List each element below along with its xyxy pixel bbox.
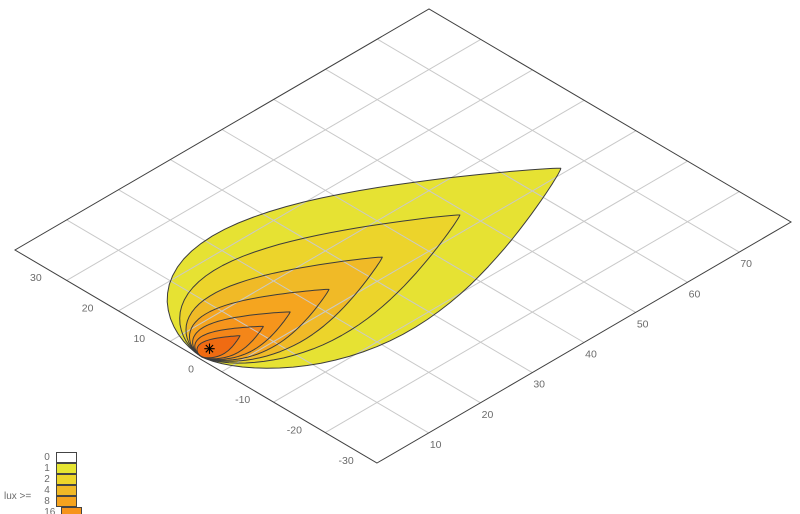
contour-outlines [166, 167, 562, 369]
left-axis-label-0: 0 [188, 364, 194, 376]
left-axis-label-30: 30 [30, 272, 42, 284]
grid-line-u [325, 68, 688, 283]
legend-swatch-0 [55, 452, 77, 463]
grid-line-u [66, 219, 429, 434]
left-axis-tick-labels: 30 20 10 0 -10 -20 -30 [30, 272, 354, 467]
lamp-asterisk-marker [204, 343, 215, 354]
grid-line-u [377, 38, 740, 253]
contour-line-lux-2 [179, 214, 461, 364]
plot-border [14, 8, 792, 464]
legend: lux >= 01248163264 [4, 452, 102, 514]
left-axis-label--10: -10 [235, 394, 250, 406]
grid-line-v [325, 191, 740, 434]
asterisk-spoke [205, 344, 214, 353]
legend-item-1: 1 [44, 463, 82, 474]
grid-line-u [170, 159, 533, 374]
legend-item-2: 2 [44, 474, 82, 485]
bottom-axis-label-10: 10 [430, 439, 442, 451]
grid-line-v [66, 38, 481, 281]
legend-swatch-2 [55, 474, 77, 485]
bottom-axis-label-70: 70 [740, 258, 752, 270]
grid-line-u [273, 98, 636, 313]
grid-lines [66, 38, 740, 434]
grid-line-v [273, 160, 688, 403]
grid-line-u [221, 129, 585, 343]
grid-line-v [221, 130, 637, 373]
legend-item-0: 0 [44, 452, 82, 463]
grid-line-v [118, 69, 533, 312]
grid-line-u [118, 189, 481, 404]
bottom-axis-label-50: 50 [637, 318, 649, 330]
legend-value-label: 8 [44, 496, 50, 507]
legend-value-label: 16 [44, 507, 56, 514]
contour-fill-bands [167, 168, 561, 369]
contour-line-lux-8 [189, 288, 330, 361]
legend-value-label: 1 [44, 463, 50, 474]
left-axis-label-20: 20 [82, 303, 94, 315]
bottom-axis-tick-labels: 10 20 30 40 50 60 70 [430, 258, 752, 451]
legend-swatch-1 [55, 463, 77, 474]
contour-line-lux-64 [196, 335, 241, 359]
legend-swatch-4 [55, 485, 77, 496]
legend-item-8: 8 [44, 496, 82, 507]
legend-title: lux >= [4, 490, 32, 502]
legend-item-16: 16 [44, 507, 83, 514]
contour-line-lux-16 [192, 311, 291, 360]
bottom-axis-label-30: 30 [533, 379, 545, 391]
contour-fill-lux-64 [197, 335, 240, 358]
bottom-axis-label-40: 40 [585, 349, 597, 361]
contour-line-lux-32 [194, 325, 264, 360]
legend-value-label: 4 [44, 485, 50, 496]
legend-items: 01248163264 [44, 452, 102, 514]
legend-swatch-16 [61, 507, 83, 514]
bottom-axis-label-60: 60 [689, 288, 701, 300]
contour-line-lux-4 [185, 256, 383, 362]
left-axis-label--30: -30 [339, 455, 354, 467]
left-axis-label-10: 10 [133, 333, 145, 345]
legend-value-label: 0 [44, 452, 50, 463]
bottom-axis-label-20: 20 [482, 409, 494, 421]
contour-line-lux-1 [166, 167, 562, 369]
legend-swatch-8 [55, 496, 77, 507]
left-axis-label--20: -20 [287, 424, 302, 436]
legend-item-4: 4 [44, 485, 82, 496]
legend-value-label: 2 [44, 474, 50, 485]
